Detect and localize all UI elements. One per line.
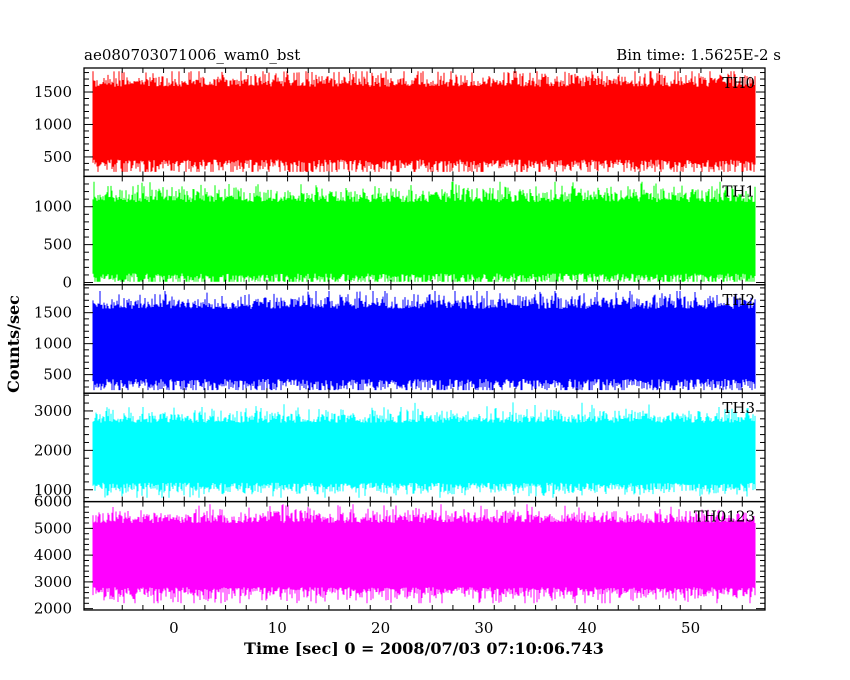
y-tick-label: 1000 xyxy=(34,198,72,216)
y-tick-label: 6000 xyxy=(34,493,72,511)
y-tick-label: 500 xyxy=(43,366,72,384)
panel-label: TH0 xyxy=(722,74,755,92)
light-curve-band-th1 xyxy=(93,202,755,274)
y-tick-label: 1000 xyxy=(34,481,72,499)
y-tick-label: 3000 xyxy=(34,402,72,420)
y-tick-label: 2000 xyxy=(34,441,72,459)
panel-label: TH1 xyxy=(722,182,755,200)
y-tick-label: 1000 xyxy=(34,115,72,133)
light-curve-band-th3 xyxy=(93,422,755,483)
y-tick-label: 1500 xyxy=(34,304,72,322)
x-tick-label: 0 xyxy=(169,619,179,637)
y-axis-title: Counts/sec xyxy=(4,295,23,393)
panel-th1: 0 500 1000 TH1 xyxy=(34,175,766,292)
panel-label: TH3 xyxy=(722,399,755,417)
x-tick-label: 10 xyxy=(268,619,287,637)
x-tick-label: 50 xyxy=(681,619,700,637)
y-tick-label: 1000 xyxy=(34,335,72,353)
x-tick-label: 30 xyxy=(474,619,493,637)
y-tick-label: 1500 xyxy=(34,83,72,101)
y-tick-label: 500 xyxy=(43,148,72,166)
y-tick-label: 5000 xyxy=(34,519,72,537)
light-curve-band-th0 xyxy=(93,86,755,160)
y-tick-label: 2000 xyxy=(34,600,72,618)
panel-th0123: 2000 3000 4000 5000 6000 TH0123 xyxy=(34,493,766,618)
panel-frame xyxy=(83,500,766,611)
x-axis: 0 10 20 30 40 50 xyxy=(169,619,700,637)
header-bin-time: Bin time: 1.5625E-2 s xyxy=(616,46,781,64)
y-tick-label: 4000 xyxy=(34,546,72,564)
light-curve-band-th2 xyxy=(93,308,755,379)
y-tick-label: 0 xyxy=(62,274,72,292)
x-tick-label: 40 xyxy=(578,619,597,637)
x-tick-label: 20 xyxy=(371,619,390,637)
x-axis-title: Time [sec] 0 = 2008/07/03 07:10:06.743 xyxy=(244,639,604,658)
panel-th3: 1000 2000 3000 TH3 xyxy=(34,392,766,503)
panel-label: TH2 xyxy=(722,291,755,309)
y-tick-label: 3000 xyxy=(34,573,72,591)
light-curve-band-th0123 xyxy=(93,523,755,588)
panel-label: TH0123 xyxy=(694,508,755,526)
panel-th0: 500 1000 1500 TH0 xyxy=(34,67,766,178)
panel-stack: 500 1000 1500 TH0 0 500 1000 TH1 500 1000 1500 TH2 1… xyxy=(34,67,766,618)
y-tick-label: 500 xyxy=(43,236,72,254)
header-title: ae080703071006_wam0_bst xyxy=(84,46,300,64)
panel-th2: 500 1000 1500 TH2 xyxy=(34,284,766,394)
